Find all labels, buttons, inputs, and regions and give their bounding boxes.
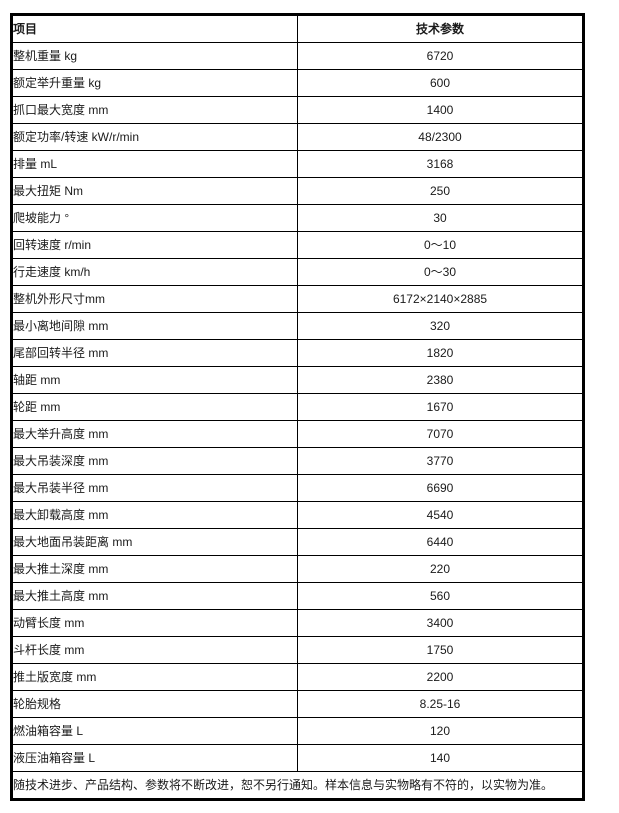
- spec-value: 7070: [297, 420, 584, 448]
- spec-item-label: 液压油箱容量 L: [11, 744, 298, 772]
- table-row: 最大推土高度 mm 560: [11, 582, 584, 610]
- table-row: 排量 mL 3168: [11, 150, 584, 178]
- table-row: 液压油箱容量 L 140: [11, 744, 584, 772]
- spec-value: 6690: [297, 474, 584, 502]
- table-row: 最大卸载高度 mm 4540: [11, 501, 584, 529]
- spec-table: 项目 技术参数 整机重量 kg 6720 额定举升重量 kg 600 抓口最大宽度 mm…: [10, 13, 585, 801]
- spec-value: 6440: [297, 528, 584, 556]
- spec-item-label: 最大吊装深度 mm: [11, 447, 298, 475]
- spec-item-label: 尾部回转半径 mm: [11, 339, 298, 367]
- table-footer-row: 随技术进步、产品结构、参数将不断改进，恕不另行通知。样本信息与实物略有不符的，以…: [11, 771, 584, 800]
- spec-item-label: 燃油箱容量 L: [11, 717, 298, 745]
- spec-value: 220: [297, 555, 584, 583]
- spec-item-label: 排量 mL: [11, 150, 298, 178]
- spec-value: 6172×2140×2885: [297, 285, 584, 313]
- table-row: 抓口最大宽度 mm 1400: [11, 96, 584, 124]
- table-row: 推土版宽度 mm 2200: [11, 663, 584, 691]
- spec-item-label: 爬坡能力 °: [11, 204, 298, 232]
- spec-value: 250: [297, 177, 584, 205]
- spec-item-label: 推土版宽度 mm: [11, 663, 298, 691]
- spec-item-label: 整机外形尺寸mm: [11, 285, 298, 313]
- spec-value: 3400: [297, 609, 584, 637]
- spec-item-label: 最大推土深度 mm: [11, 555, 298, 583]
- table-row: 整机外形尺寸mm 6172×2140×2885: [11, 285, 584, 313]
- spec-item-label: 最大吊装半径 mm: [11, 474, 298, 502]
- spec-value: 4540: [297, 501, 584, 529]
- spec-value: 140: [297, 744, 584, 772]
- spec-value: 8.25-16: [297, 690, 584, 718]
- table-row: 最小离地间隙 mm 320: [11, 312, 584, 340]
- spec-value: 1400: [297, 96, 584, 124]
- spec-value: 30: [297, 204, 584, 232]
- spec-item-label: 最大扭矩 Nm: [11, 177, 298, 205]
- table-row: 额定功率/转速 kW/r/min 48/2300: [11, 123, 584, 151]
- spec-item-label: 额定功率/转速 kW/r/min: [11, 123, 298, 151]
- table-row: 斗杆长度 mm 1750: [11, 636, 584, 664]
- spec-item-label: 最大卸载高度 mm: [11, 501, 298, 529]
- spec-item-label: 额定举升重量 kg: [11, 69, 298, 97]
- spec-value: 320: [297, 312, 584, 340]
- spec-value: 600: [297, 69, 584, 97]
- spec-item-label: 整机重量 kg: [11, 42, 298, 70]
- table-row: 最大吊装深度 mm 3770: [11, 447, 584, 475]
- table-header-row: 项目 技术参数: [11, 14, 584, 43]
- footer-note: 随技术进步、产品结构、参数将不断改进，恕不另行通知。样本信息与实物略有不符的，以…: [11, 771, 584, 800]
- spec-value: 1820: [297, 339, 584, 367]
- table-row: 行走速度 km/h 0～30: [11, 258, 584, 286]
- spec-value: 3168: [297, 150, 584, 178]
- table-row: 轮胎规格 8.25-16: [11, 690, 584, 718]
- table-row: 最大吊装半径 mm 6690: [11, 474, 584, 502]
- spec-item-label: 行走速度 km/h: [11, 258, 298, 286]
- table-row: 整机重量 kg 6720: [11, 42, 584, 70]
- spec-item-label: 最大推土高度 mm: [11, 582, 298, 610]
- table-row: 爬坡能力 ° 30: [11, 204, 584, 232]
- table-row: 回转速度 r/min 0～10: [11, 231, 584, 259]
- table-row: 燃油箱容量 L 120: [11, 717, 584, 745]
- spec-value: 2380: [297, 366, 584, 394]
- spec-value: 2200: [297, 663, 584, 691]
- spec-item-label: 轮胎规格: [11, 690, 298, 718]
- spec-item-label: 最大地面吊装距离 mm: [11, 528, 298, 556]
- spec-value: 120: [297, 717, 584, 745]
- spec-value: 0～10: [297, 231, 584, 259]
- spec-value: 1670: [297, 393, 584, 421]
- table-row: 最大地面吊装距离 mm 6440: [11, 528, 584, 556]
- table-row: 动臂长度 mm 3400: [11, 609, 584, 637]
- table-row: 最大推土深度 mm 220: [11, 555, 584, 583]
- spec-value: 0～30: [297, 258, 584, 286]
- spec-value: 6720: [297, 42, 584, 70]
- spec-item-label: 最大举升高度 mm: [11, 420, 298, 448]
- spec-item-label: 斗杆长度 mm: [11, 636, 298, 664]
- table-row: 尾部回转半径 mm 1820: [11, 339, 584, 367]
- column-header-value: 技术参数: [297, 14, 584, 43]
- column-header-item: 项目: [11, 14, 298, 43]
- spec-item-label: 动臂长度 mm: [11, 609, 298, 637]
- table-row: 轴距 mm 2380: [11, 366, 584, 394]
- spec-value: 560: [297, 582, 584, 610]
- spec-item-label: 抓口最大宽度 mm: [11, 96, 298, 124]
- spec-item-label: 最小离地间隙 mm: [11, 312, 298, 340]
- table-row: 最大举升高度 mm 7070: [11, 420, 584, 448]
- spec-item-label: 轴距 mm: [11, 366, 298, 394]
- spec-item-label: 轮距 mm: [11, 393, 298, 421]
- spec-value: 48/2300: [297, 123, 584, 151]
- spec-value: 1750: [297, 636, 584, 664]
- table-row: 轮距 mm 1670: [11, 393, 584, 421]
- spec-item-label: 回转速度 r/min: [11, 231, 298, 259]
- spec-value: 3770: [297, 447, 584, 475]
- table-row: 额定举升重量 kg 600: [11, 69, 584, 97]
- table-row: 最大扭矩 Nm 250: [11, 177, 584, 205]
